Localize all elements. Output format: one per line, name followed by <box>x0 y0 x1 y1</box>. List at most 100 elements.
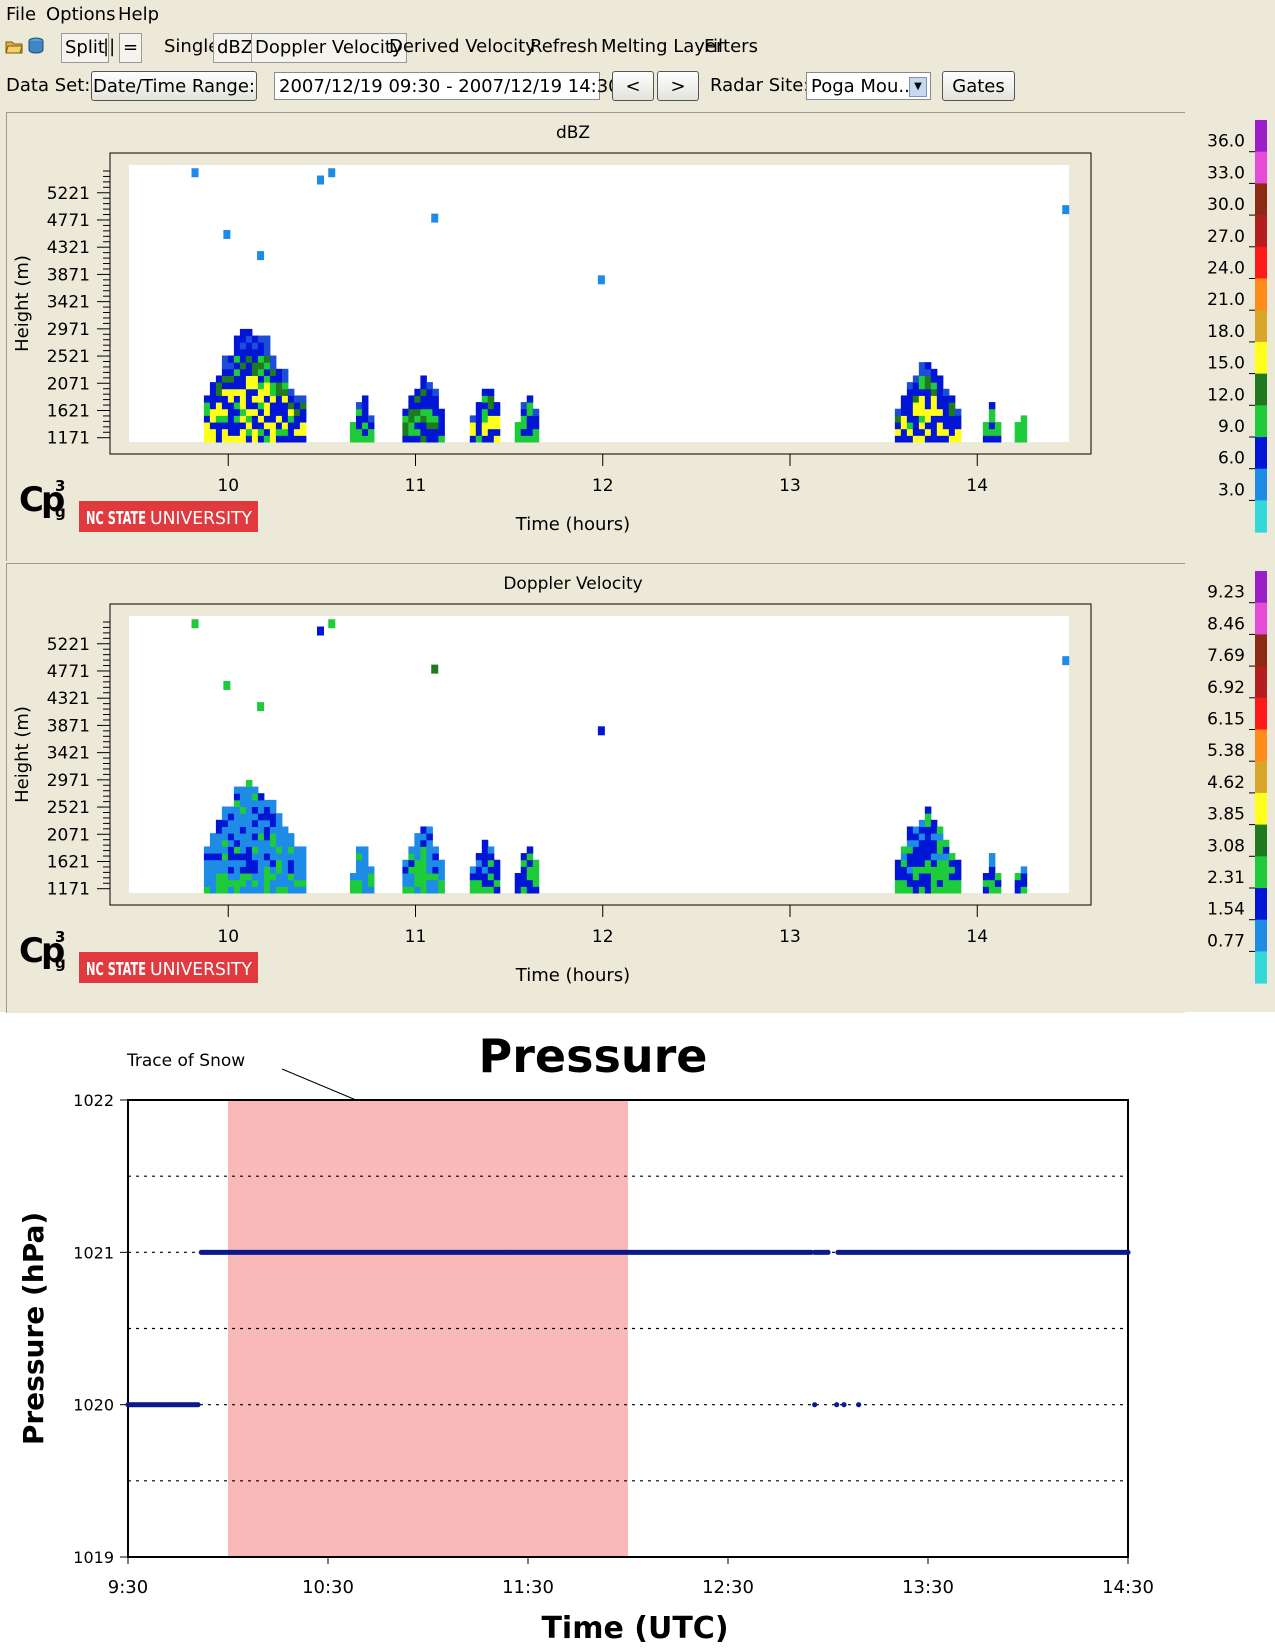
radar-site-select[interactable]: Poga Mou... ▼ <box>806 72 931 100</box>
echo-gate <box>263 342 271 350</box>
echo-gate <box>251 866 259 874</box>
colorbar-label: 9.0 <box>1218 417 1245 437</box>
horizontal-split-button[interactable]: = <box>119 33 143 63</box>
echo-gate <box>1014 428 1022 436</box>
open-folder-icon[interactable] <box>5 37 23 55</box>
refresh-button[interactable]: Refresh <box>530 36 598 57</box>
echo-gate <box>414 873 421 881</box>
echo-gate <box>263 819 271 827</box>
echo-gate <box>469 886 477 894</box>
colorbar-label: 4.62 <box>1207 773 1245 793</box>
echo-cell <box>316 175 324 185</box>
pressure-marker <box>825 1249 831 1255</box>
echo-gate <box>215 435 223 443</box>
echo-gate <box>239 813 247 821</box>
dbz-panel: dBZ 1171 1621 2071 2521 2971 3421 3871 4321 4771 5… <box>6 112 1185 561</box>
echo-cell <box>597 275 605 285</box>
colorbar-segment <box>1255 856 1267 889</box>
x-tick-label: 14 <box>966 927 988 947</box>
echo-gate <box>221 859 229 867</box>
echo-gate <box>269 428 277 436</box>
echo-gate <box>420 388 427 396</box>
echo-gate <box>954 435 962 443</box>
echo-gate <box>269 826 277 834</box>
echo-gate <box>355 853 363 861</box>
colorbar-label: 21.0 <box>1207 290 1245 310</box>
echo-gate <box>257 886 265 894</box>
chevron-down-icon[interactable]: ▼ <box>909 77 927 97</box>
doppler-velocity-button[interactable]: Doppler Velocity <box>251 33 407 63</box>
next-button[interactable]: > <box>657 71 699 101</box>
echo-gate <box>936 382 944 390</box>
echo-gate <box>942 886 950 894</box>
date-time-range-button[interactable]: Date/Time Range: <box>91 71 257 101</box>
echo-gate <box>493 408 501 416</box>
echo-gate <box>227 435 235 443</box>
menu-help[interactable]: Help <box>118 4 160 25</box>
echo-gate <box>954 873 962 881</box>
dbz-button[interactable]: dBZ <box>213 33 258 63</box>
menu-file[interactable]: File <box>6 4 37 25</box>
echo-gate <box>257 342 265 350</box>
echo-gate <box>936 859 944 867</box>
radar-site-value: Poga Mou... <box>811 76 916 97</box>
echo-gate <box>426 879 433 887</box>
echo-gate <box>487 873 495 881</box>
echo-gate <box>894 428 902 436</box>
database-icon[interactable] <box>27 37 45 55</box>
echo-gate <box>520 415 528 423</box>
echo-gate <box>954 422 962 430</box>
colorbar-label: 27.0 <box>1207 227 1245 247</box>
echo-gate <box>215 415 223 423</box>
echo-gate <box>263 382 271 390</box>
echo-gate <box>918 415 926 423</box>
x-tick-label: 12 <box>592 476 614 496</box>
x-tick-label: 11 <box>405 927 427 947</box>
prev-button[interactable]: < <box>612 71 654 101</box>
echo-gate <box>532 415 540 423</box>
echo-gate <box>221 886 229 894</box>
echo-gate <box>988 866 996 874</box>
echo-gate <box>257 395 265 403</box>
y-axis-label: Height (m) <box>12 706 33 803</box>
echo-gate <box>942 402 950 410</box>
echo-gate <box>942 422 950 430</box>
echo-gate <box>526 886 534 894</box>
echo-gate <box>930 422 938 430</box>
echo-gate <box>1014 886 1022 894</box>
echo-gate <box>918 402 926 410</box>
y-tick-label: 1171 <box>47 880 90 900</box>
echo-cell <box>597 726 605 736</box>
echo-gate <box>426 839 433 847</box>
date-time-range-field[interactable]: 2007/12/19 09:30 - 2007/12/19 14:30 <box>274 72 620 100</box>
echo-gate <box>269 853 277 861</box>
echo-gate <box>257 819 265 827</box>
split-button[interactable]: Split <box>61 33 109 63</box>
echo-gate <box>245 388 253 396</box>
echo-gate <box>293 428 301 436</box>
echo-gate <box>281 408 289 416</box>
gates-button[interactable]: Gates <box>942 71 1015 101</box>
echo-gate <box>942 408 950 416</box>
echo-gate <box>281 428 289 436</box>
echo-gate <box>942 415 950 423</box>
echo-gate <box>906 435 914 443</box>
melting-layer-button[interactable]: Melting Layer <box>601 36 724 57</box>
echo-gate <box>420 395 427 403</box>
echo-gate <box>414 415 421 423</box>
echo-gate <box>227 368 235 376</box>
echo-gate <box>924 839 932 847</box>
filters-button[interactable]: Filters <box>704 36 758 57</box>
derived-velocity-button[interactable]: Derived Velocity <box>389 36 536 57</box>
echo-gate <box>203 395 211 403</box>
echo-gate <box>1020 415 1028 423</box>
echo-gate <box>245 833 253 841</box>
echo-gate <box>361 428 369 436</box>
single-button[interactable]: Single <box>164 36 220 57</box>
vertical-split-button[interactable]: || <box>103 36 116 57</box>
echo-gate <box>361 402 369 410</box>
echo-gate <box>233 786 241 794</box>
echo-gate <box>263 833 271 841</box>
menu-options[interactable]: Options <box>46 4 116 25</box>
echo-gate <box>361 866 369 874</box>
